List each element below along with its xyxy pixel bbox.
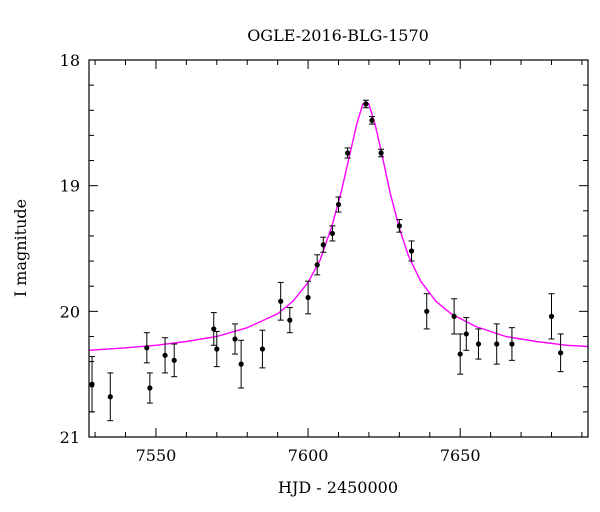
data-point [314,254,321,276]
point-marker [287,317,293,323]
data-point [475,328,482,360]
point-marker [162,352,168,358]
point-marker [89,381,95,387]
data-point [305,280,312,315]
point-marker [278,298,284,304]
point-marker [214,346,220,352]
point-marker [238,361,244,367]
data-point [457,333,464,375]
data-point [143,332,150,364]
data-point [107,372,114,422]
point-marker [558,350,564,356]
tick-labels: 7550 7600 7650 18 19 20 21 [60,51,481,465]
data-point [210,312,217,346]
chart-title: OGLE-2016-BLG-1570 [247,26,429,45]
y-tick-label: 21 [60,428,80,447]
data-point [286,307,293,334]
data-point [368,116,375,125]
data-point [493,323,500,365]
data-point [451,298,458,335]
point-marker [107,394,113,400]
point-marker [335,201,342,208]
point-marker [363,101,369,107]
point-marker [211,326,217,332]
axis-ticks [89,59,588,438]
data-point [423,293,430,330]
point-marker [396,223,402,229]
point-marker [548,313,555,319]
data-point [557,333,564,373]
point-marker [494,341,500,347]
x-tick-label: 7550 [136,446,177,465]
data-point [548,293,555,340]
point-marker [259,346,266,352]
x-tick-label: 7600 [288,446,329,465]
y-tick-label: 18 [60,51,80,70]
point-marker [147,385,153,391]
data-point [171,343,178,378]
x-axis-label: HJD - 2450000 [278,478,398,497]
point-marker [171,357,177,363]
data-point [232,323,239,355]
data-point [508,327,515,361]
point-marker [424,308,430,314]
point-marker [144,345,150,351]
point-marker [451,313,457,319]
x-tick-label: 7650 [440,446,481,465]
data-point [213,330,220,368]
data-point [329,225,336,242]
point-marker [408,248,415,254]
point-marker [369,117,375,123]
point-marker [457,351,463,357]
y-axis-label: I magnitude [11,199,30,297]
point-marker [378,150,384,156]
point-marker [345,150,351,156]
data-point [259,329,266,369]
model-curve [89,100,588,351]
data-point [238,339,245,389]
data-point [344,147,351,159]
point-marker [320,242,326,248]
data-point [320,236,327,253]
y-tick-label: 19 [60,177,80,196]
data-point [162,337,169,374]
data-point [146,372,153,404]
data-point [362,99,369,109]
data-point [396,219,403,233]
point-marker [232,336,238,342]
y-tick-label: 20 [60,302,80,321]
point-marker [463,331,469,337]
data-points [89,99,564,422]
point-marker [305,294,311,301]
point-marker [509,341,515,347]
point-marker [475,341,482,347]
data-point [335,196,342,213]
point-marker [329,230,336,237]
data-point [277,281,284,321]
data-point [408,240,415,262]
plot-frame [88,59,589,438]
data-point [463,317,470,351]
data-point [378,148,385,158]
point-marker [314,262,320,268]
data-point [89,356,96,413]
